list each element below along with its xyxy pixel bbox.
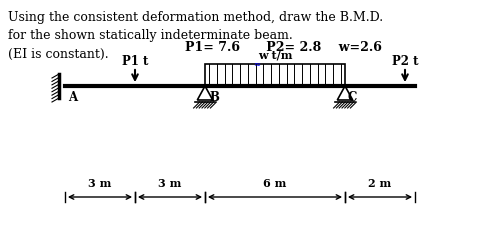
Bar bbox=[204, 64, 344, 86]
Text: P1= 7.6      P2= 2.8    w=2.6: P1= 7.6 P2= 2.8 w=2.6 bbox=[185, 41, 381, 54]
Text: Using the consistent deformation method, draw the B.M.D.: Using the consistent deformation method,… bbox=[8, 11, 383, 24]
Text: C: C bbox=[347, 91, 357, 104]
Text: 6 m: 6 m bbox=[263, 178, 286, 189]
Text: (EI is constant).: (EI is constant). bbox=[8, 48, 108, 61]
Text: P2 t: P2 t bbox=[391, 55, 418, 68]
Text: P1 t: P1 t bbox=[121, 55, 148, 68]
Text: ≈: ≈ bbox=[253, 59, 260, 68]
Text: w t/m: w t/m bbox=[257, 50, 292, 61]
Text: 3 m: 3 m bbox=[88, 178, 111, 189]
Text: B: B bbox=[209, 91, 218, 104]
Text: 2 m: 2 m bbox=[368, 178, 391, 189]
Text: 3 m: 3 m bbox=[158, 178, 181, 189]
Text: A: A bbox=[68, 91, 77, 104]
Text: for the shown statically indeterminate beam.: for the shown statically indeterminate b… bbox=[8, 29, 292, 42]
